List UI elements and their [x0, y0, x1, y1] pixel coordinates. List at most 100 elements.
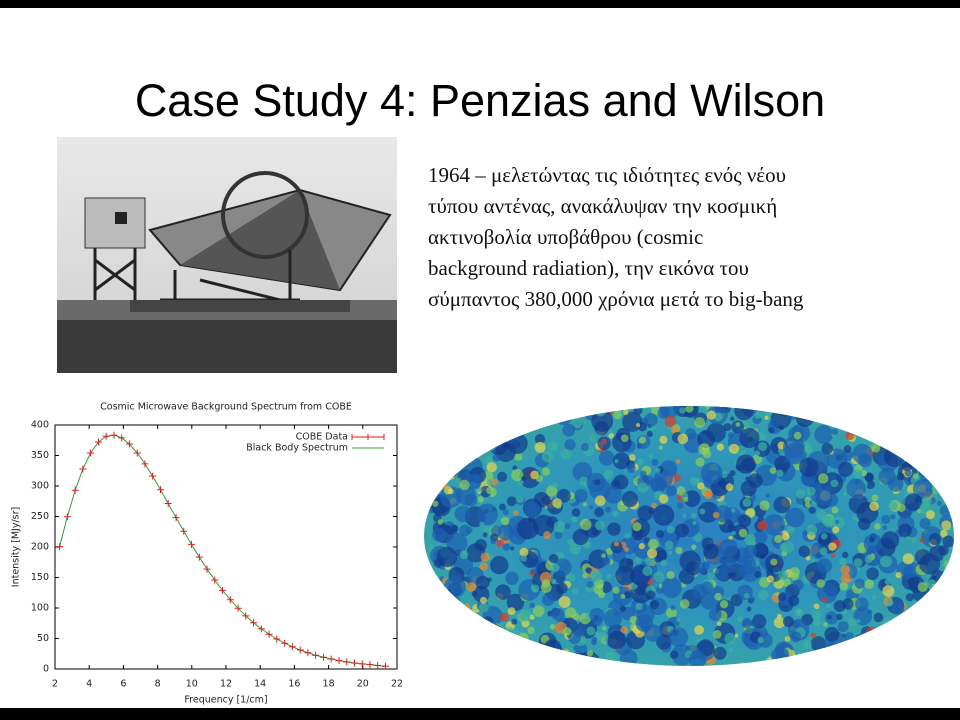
map-spot: [708, 608, 722, 622]
x-tick-label: 6: [120, 679, 126, 690]
map-spot: [439, 422, 456, 438]
map-spot: [535, 475, 543, 483]
map-spot: [930, 450, 951, 470]
map-spot: [434, 439, 444, 449]
map-spot: [487, 443, 496, 452]
data-point: [327, 655, 335, 663]
data-point: [234, 604, 242, 612]
map-spot: [727, 432, 735, 439]
map-spot: [570, 652, 591, 666]
map-spot: [433, 466, 444, 476]
map-spot: [511, 618, 518, 625]
map-spot: [839, 557, 847, 566]
map-spot: [688, 650, 707, 666]
map-spot: [919, 537, 925, 543]
map-spot: [731, 508, 736, 513]
map-spot: [635, 580, 640, 585]
map-spot: [739, 427, 760, 449]
map-spot: [741, 617, 752, 629]
map-spot: [716, 443, 724, 451]
map-spot: [428, 545, 434, 550]
map-spot: [556, 582, 568, 594]
map-spot: [572, 417, 583, 429]
map-spot: [511, 419, 526, 434]
map-spot: [824, 626, 840, 642]
map-spot: [853, 416, 859, 422]
map-spot: [942, 535, 954, 548]
map-spot: [620, 626, 629, 634]
data-point: [366, 661, 374, 669]
map-spot: [801, 655, 824, 666]
map-spot: [470, 634, 478, 642]
data-point: [56, 543, 64, 551]
map-spot: [463, 412, 475, 424]
map-spot: [938, 545, 949, 556]
legend-label: Black Body Spectrum: [246, 443, 348, 454]
map-spot: [821, 442, 833, 455]
map-spot: [856, 661, 866, 666]
map-spot: [653, 571, 665, 583]
map-spot: [558, 596, 571, 609]
map-spot: [924, 637, 942, 655]
y-tick-label: 350: [31, 450, 49, 461]
map-spot: [778, 592, 787, 601]
map-spot: [894, 616, 904, 626]
map-spot: [424, 619, 430, 629]
map-spot: [895, 447, 904, 456]
map-spot: [591, 636, 598, 643]
data-point: [265, 630, 273, 638]
map-spot: [821, 533, 828, 540]
map-spot: [459, 550, 469, 560]
map-spot: [614, 459, 619, 464]
map-spot: [675, 546, 683, 555]
map-spot: [486, 486, 494, 495]
map-spot: [619, 649, 638, 666]
map-spot: [429, 638, 440, 649]
map-spot: [936, 500, 943, 506]
map-spot: [612, 586, 620, 594]
map-spot: [648, 453, 653, 459]
map-spot: [637, 505, 653, 521]
y-tick-label: 400: [31, 420, 49, 431]
map-spot: [911, 660, 922, 666]
map-spot: [754, 571, 762, 579]
map-spot: [837, 461, 854, 477]
map-spot: [666, 607, 677, 619]
map-spot: [548, 553, 559, 564]
map-spot: [894, 425, 902, 432]
map-spot: [639, 436, 647, 444]
map-spot: [571, 587, 579, 595]
map-spot: [435, 469, 444, 478]
map-spot: [944, 406, 954, 417]
map-spot: [878, 645, 900, 666]
map-spot: [443, 458, 452, 467]
data-point: [226, 596, 234, 604]
map-spot: [694, 417, 706, 428]
map-spot: [485, 420, 492, 426]
legend-swatch: [351, 434, 385, 440]
map-spot: [450, 422, 457, 430]
map-spot: [840, 573, 851, 584]
map-spot: [773, 617, 785, 629]
map-spot: [503, 636, 509, 641]
map-spot: [612, 452, 630, 470]
map-spot: [928, 609, 940, 620]
map-spot: [864, 579, 874, 590]
map-spot: [613, 406, 621, 411]
y-tick-label: 100: [31, 603, 49, 614]
map-spot: [831, 506, 839, 514]
map-spot: [816, 582, 838, 604]
map-spot: [424, 592, 430, 603]
map-spot: [937, 418, 949, 430]
map-spot: [664, 415, 677, 427]
map-spot: [442, 448, 459, 465]
map-spot: [550, 563, 560, 572]
map-spot: [572, 613, 580, 621]
map-spot: [830, 479, 839, 488]
map-spot: [447, 410, 460, 423]
map-spot: [853, 469, 863, 479]
map-spot: [506, 432, 528, 455]
map-spot: [426, 644, 437, 655]
map-spot: [939, 604, 950, 614]
map-spot: [669, 650, 679, 659]
